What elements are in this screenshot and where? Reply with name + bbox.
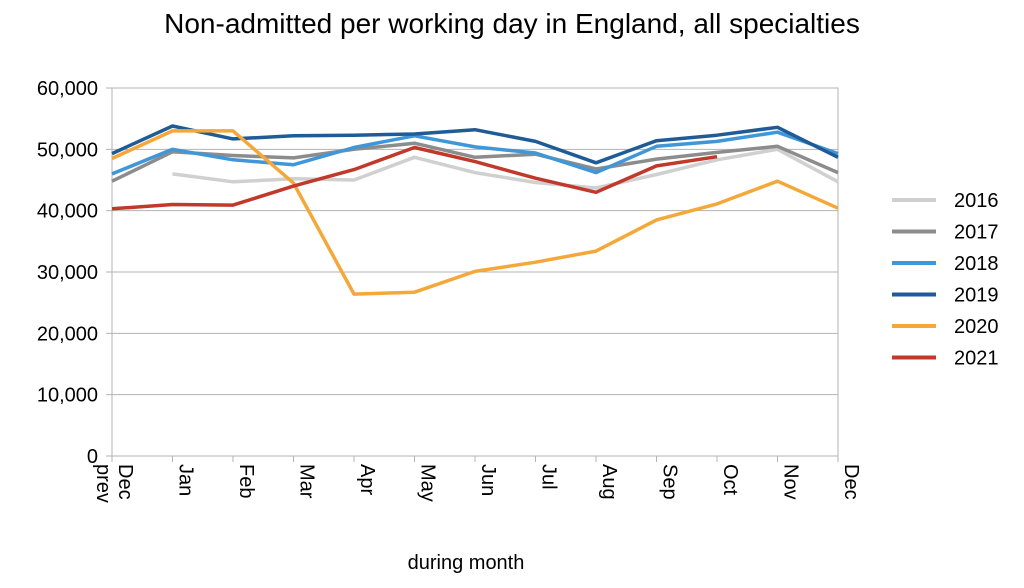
chart-title: Non-admitted per working day in England,… — [164, 8, 860, 39]
series-line-2018 — [111, 130, 839, 176]
series-line-2019 — [111, 124, 839, 165]
x-tick-label: Jan — [175, 464, 197, 496]
x-tick-label: Jun — [477, 464, 499, 496]
legend-label-2021: 2021 — [954, 348, 999, 370]
y-axis: 0 10,000 20,000 30,000 40,000 50,000 60,000 — [37, 78, 112, 468]
x-tick-label: Mar — [296, 464, 318, 499]
x-axis: Decprev Jan Feb Mar Apr May Jun Jul Aug Sep Oct Nov… — [92, 456, 862, 503]
x-tick-label: Decprev — [92, 464, 136, 503]
x-tick-label: Jul — [538, 464, 560, 490]
legend-label-2018: 2018 — [954, 253, 999, 275]
x-tick-label: May — [417, 464, 439, 502]
x-tick-label: Aug — [598, 464, 620, 500]
x-tick-label: Oct — [719, 464, 741, 496]
series-line-2016 — [172, 147, 839, 190]
x-axis-title: during month — [408, 552, 525, 574]
y-tick-label: 30,000 — [37, 262, 98, 284]
x-tick-label: Apr — [356, 464, 378, 495]
series-line-2020 — [111, 129, 839, 296]
x-tick-label: Sep — [659, 464, 681, 500]
y-tick-label: 50,000 — [37, 139, 98, 161]
x-tick-label: Dec — [840, 464, 862, 500]
legend-label-2017: 2017 — [954, 222, 999, 244]
legend: 2016 2017 2018 2019 2020 2021 — [892, 190, 999, 370]
legend-label-2019: 2019 — [954, 285, 999, 307]
series-line-2017 — [111, 141, 839, 183]
y-tick-label: 10,000 — [37, 385, 98, 407]
y-tick-label: 60,000 — [37, 78, 98, 100]
y-tick-label: 0 — [87, 446, 98, 468]
legend-label-2020: 2020 — [954, 316, 999, 338]
legend-label-2016: 2016 — [954, 190, 999, 212]
y-tick-label: 40,000 — [37, 201, 98, 223]
y-tick-label: 20,000 — [37, 323, 98, 345]
x-tick-label: Feb — [235, 464, 257, 498]
series-lines — [111, 124, 839, 296]
x-tick-label: Nov — [780, 464, 802, 500]
series-line-2021 — [111, 145, 718, 211]
